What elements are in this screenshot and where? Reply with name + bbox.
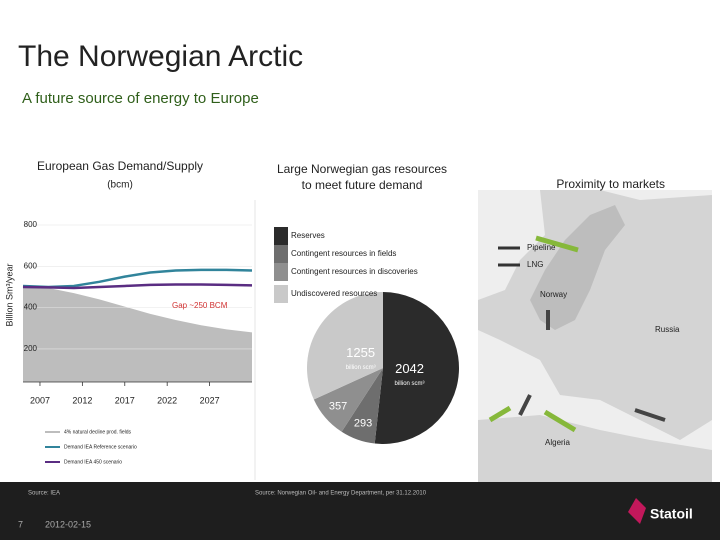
pie-slice bbox=[313, 368, 383, 432]
date: 2012-02-15 bbox=[45, 519, 91, 529]
arrow-pipeline bbox=[535, 235, 579, 253]
slide-title: The Norwegian Arctic bbox=[18, 40, 303, 73]
area bbox=[23, 288, 252, 382]
page-number: 7 bbox=[18, 519, 23, 529]
map-africa bbox=[478, 415, 712, 482]
slide-subtitle: A future source of energy to Europe bbox=[22, 90, 259, 107]
logo-mark bbox=[628, 498, 646, 524]
y-tick-label: 400 bbox=[24, 303, 38, 312]
y-tick-label: 200 bbox=[24, 344, 38, 353]
legend-label: 4% natural decline prod. fields bbox=[64, 429, 131, 435]
map-label: Norway bbox=[540, 290, 567, 299]
chart-title-line: to meet future demand bbox=[302, 178, 423, 192]
legend-label: Reserves bbox=[291, 231, 325, 240]
arrow-green bbox=[488, 405, 512, 423]
map-label: Russia bbox=[655, 325, 680, 334]
logo: Statoil bbox=[650, 506, 693, 522]
legend-label: Demand IEA 450 scenario bbox=[64, 459, 122, 465]
x-tick-label: 2017 bbox=[115, 395, 135, 405]
legend-swatch bbox=[274, 227, 288, 245]
line bbox=[22, 283, 253, 290]
map-land bbox=[478, 190, 712, 440]
chart-title: European Gas Demand/Supply bbox=[37, 159, 203, 173]
x-tick-label: 2027 bbox=[200, 395, 220, 405]
pie-slice bbox=[307, 292, 383, 400]
legend-swatch bbox=[274, 263, 288, 281]
legend-swatch bbox=[274, 245, 288, 263]
chart-title-line: Large Norwegian gas resources bbox=[277, 162, 447, 176]
value-label: 357 bbox=[329, 401, 347, 413]
chart-subtitle: (bcm) bbox=[107, 180, 133, 191]
legend-label: Contingent resources in discoveries bbox=[291, 267, 418, 276]
y-tick-label: 600 bbox=[24, 261, 38, 270]
chart-title: Large Norwegian gas resources to meet fut… bbox=[277, 162, 447, 192]
x-tick-label: 2012 bbox=[72, 395, 92, 405]
map-legend-label: LNG bbox=[527, 260, 543, 269]
source: Source: Norwegian Oil- and Energy Depart… bbox=[255, 491, 427, 497]
map-legend-label: Pipeline bbox=[527, 243, 556, 252]
pie-slice bbox=[374, 292, 459, 444]
annotation: Gap ~250 BCM bbox=[172, 301, 228, 310]
footer-band bbox=[0, 482, 720, 540]
map bbox=[478, 190, 712, 482]
map-scandinavia bbox=[530, 205, 625, 330]
pie-slice bbox=[341, 368, 383, 444]
x-tick-label: 2007 bbox=[30, 395, 50, 405]
y-axis-label: Billion Sm³/year bbox=[4, 263, 14, 326]
x-tick-label: 2022 bbox=[157, 395, 177, 405]
legend-label: Contingent resources in fields bbox=[291, 249, 396, 258]
value-unit: billion scm³ bbox=[346, 365, 376, 371]
source: Source: IEA bbox=[28, 491, 60, 497]
value-unit: billion scm³ bbox=[395, 381, 425, 387]
arrow-dark bbox=[634, 408, 666, 422]
legend-label: Undiscovered resources bbox=[291, 289, 377, 298]
arrow-dark bbox=[518, 394, 532, 416]
value-label: 1255 bbox=[346, 345, 375, 360]
y-tick-label: 800 bbox=[24, 220, 38, 229]
value-label: 2042 bbox=[395, 361, 424, 376]
value-label: 293 bbox=[354, 418, 372, 430]
map-title: Proximity to markets bbox=[556, 177, 665, 191]
arrow-green bbox=[543, 409, 577, 433]
map-label: Algeria bbox=[545, 438, 570, 447]
legend-swatch bbox=[274, 285, 288, 303]
legend-label: Demand IEA Reference scenario bbox=[64, 444, 137, 450]
